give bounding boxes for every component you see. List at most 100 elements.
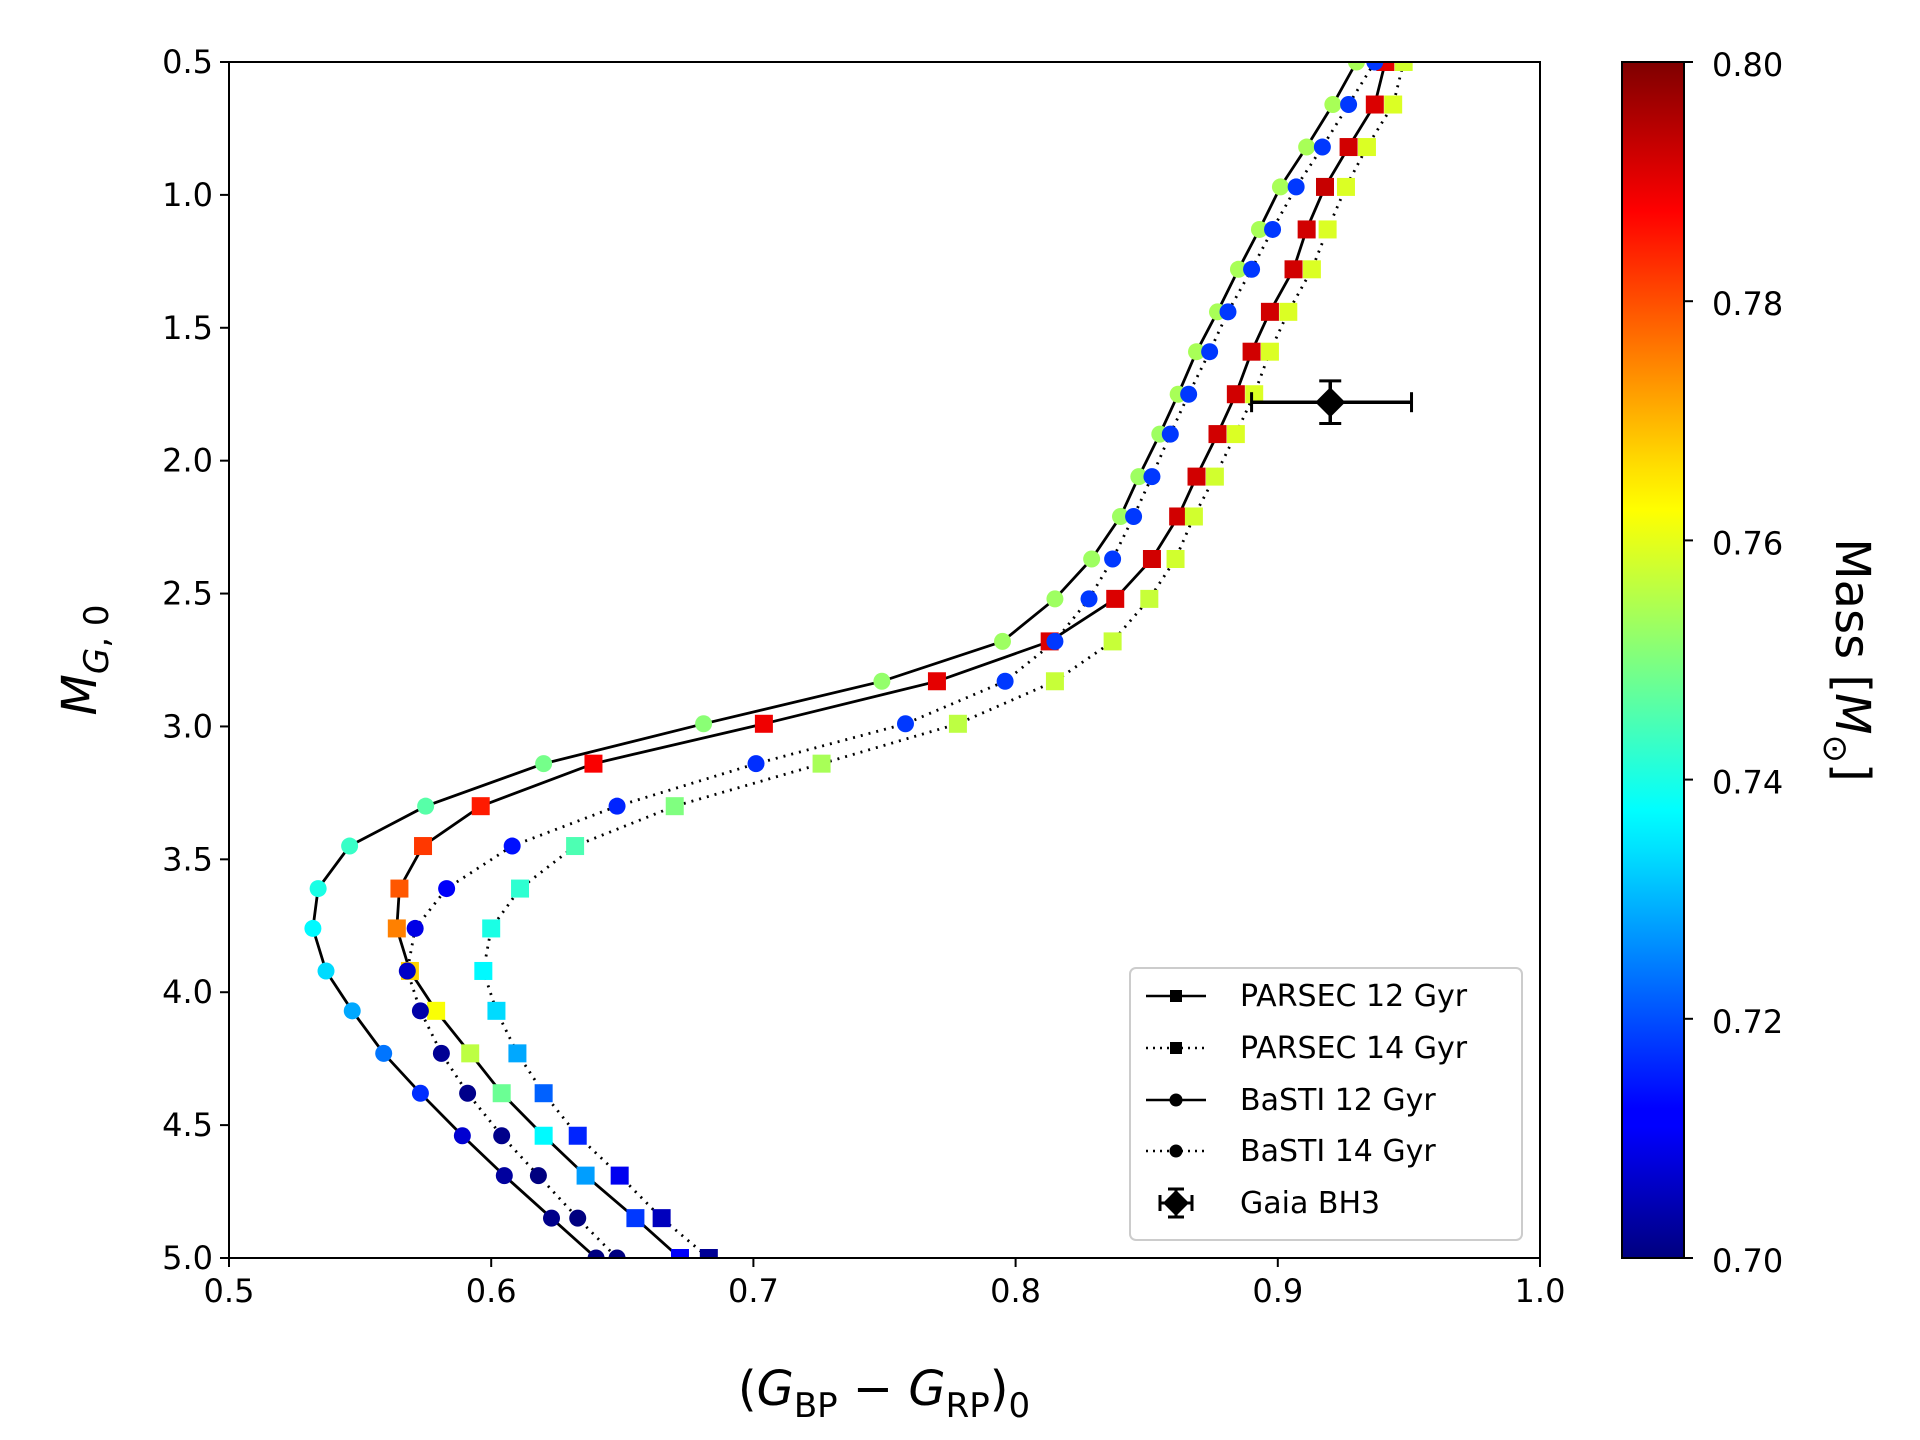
y-tick-label: 2.0 — [162, 442, 213, 480]
marker-basti-12-gyr — [1188, 343, 1206, 361]
legend-box — [1129, 967, 1523, 1241]
colorbar-tick-label: 0.70 — [1712, 1242, 1783, 1280]
series-markers — [304, 62, 1413, 1258]
marker-basti-14-gyr — [411, 1002, 429, 1020]
colorbar: 0.70 0.72 0.74 0.76 0.78 0.80 Mass [M⊙] — [1621, 46, 1880, 1280]
marker-parsec-14-gyr — [1184, 507, 1203, 526]
x-tick-label: 0.9 — [1252, 1272, 1303, 1310]
x-axis: 0.5 0.6 0.7 0.8 0.9 1.0 — [204, 1258, 1566, 1310]
x-tick-label: 0.7 — [728, 1272, 779, 1310]
marker-parsec-12-gyr — [1365, 95, 1384, 114]
marker-parsec-14-gyr — [812, 754, 831, 773]
marker-basti-14-gyr — [996, 672, 1014, 690]
marker-basti-14-gyr — [459, 1084, 477, 1102]
marker-basti-14-gyr — [1243, 260, 1261, 278]
marker-basti-12-gyr — [1347, 62, 1365, 71]
marker-parsec-14-gyr — [1318, 220, 1337, 239]
x-tick-label: 1.0 — [1515, 1272, 1566, 1310]
marker-parsec-12-gyr — [1376, 62, 1395, 71]
marker-parsec-12-gyr — [471, 797, 490, 816]
legend-entry-parsec-12: PARSEC 12 Gyr — [1146, 979, 1468, 1014]
marker-parsec-14-gyr — [652, 1209, 671, 1228]
marker-parsec-14-gyr — [1140, 589, 1159, 608]
y-tick-label: 0.5 — [162, 43, 213, 81]
colorbar-tick-label: 0.78 — [1712, 285, 1783, 323]
marker-parsec-12-gyr — [1284, 260, 1303, 279]
marker-basti-12-gyr — [1250, 220, 1268, 238]
marker-parsec-12-gyr — [390, 879, 409, 898]
marker-basti-12-gyr — [317, 962, 335, 980]
marker-basti-12-gyr — [873, 672, 891, 690]
marker-basti-12-gyr — [543, 1209, 561, 1227]
marker-parsec-14-gyr — [482, 919, 501, 938]
y-tick-label: 2.5 — [162, 575, 213, 613]
marker-parsec-14-gyr — [699, 1249, 718, 1258]
marker-basti-14-gyr — [1161, 425, 1179, 443]
marker-basti-12-gyr — [411, 1084, 429, 1102]
legend: PARSEC 12 Gyr PARSEC 14 Gyr BaSTI 12 Gyr… — [1129, 967, 1523, 1241]
marker-basti-12-gyr — [535, 755, 553, 773]
marker-basti-12-gyr — [1229, 260, 1247, 278]
marker-basti-12-gyr — [417, 797, 435, 815]
marker-parsec-12-gyr — [427, 1001, 446, 1020]
marker-parsec-14-gyr — [1166, 550, 1185, 569]
marker-parsec-12-gyr — [1106, 589, 1125, 608]
y-tick-label: 4.5 — [162, 1106, 213, 1144]
y-tick-label: 3.5 — [162, 840, 213, 878]
colorbar-label: Mass [M⊙] — [1815, 538, 1880, 781]
marker-basti-14-gyr — [1080, 590, 1098, 608]
marker-parsec-12-gyr — [1315, 177, 1334, 196]
marker-basti-14-gyr — [1287, 178, 1305, 196]
marker-basti-14-gyr — [503, 837, 521, 855]
marker-parsec-14-gyr — [1302, 260, 1321, 279]
colorbar-tick-label: 0.72 — [1712, 1003, 1783, 1041]
marker-basti-12-gyr — [495, 1167, 513, 1185]
marker-basti-14-gyr — [1219, 303, 1237, 321]
marker-parsec-12-gyr — [1142, 550, 1161, 569]
marker-basti-12-gyr — [1130, 468, 1148, 486]
marker-parsec-12-gyr — [1339, 138, 1358, 157]
marker-parsec-14-gyr — [1045, 672, 1064, 691]
marker-parsec-14-gyr — [665, 797, 684, 816]
colorbar-tick-label: 0.74 — [1712, 764, 1783, 802]
x-tick-label: 0.6 — [466, 1272, 517, 1310]
colorbar-tick-label: 0.80 — [1712, 46, 1783, 84]
marker-parsec-14-gyr — [1394, 62, 1413, 71]
marker-parsec-14-gyr — [1357, 138, 1376, 157]
marker-parsec-14-gyr — [568, 1126, 587, 1145]
marker-parsec-12-gyr — [1297, 220, 1316, 239]
marker-basti-14-gyr — [1264, 220, 1282, 238]
y-tick-label: 3.0 — [162, 707, 213, 745]
x-tick-label: 0.5 — [204, 1272, 255, 1310]
y-axis: 0.5 1.0 1.5 2.0 2.5 3.0 3.5 4.0 4.5 5.0 — [162, 43, 229, 1277]
marker-parsec-14-gyr — [487, 1001, 506, 1020]
marker-basti-12-gyr — [341, 837, 359, 855]
marker-parsec-14-gyr — [474, 961, 493, 980]
marker-basti-12-gyr — [309, 880, 327, 898]
marker-basti-12-gyr — [587, 1249, 605, 1258]
marker-basti-12-gyr — [993, 632, 1011, 650]
legend-entry-parsec-14: PARSEC 14 Gyr — [1146, 1031, 1468, 1066]
marker-parsec-12-gyr — [1208, 425, 1227, 444]
marker-parsec-12-gyr — [927, 672, 946, 691]
y-axis-label: MG, 0 — [52, 604, 117, 715]
marker-parsec-14-gyr — [508, 1044, 527, 1063]
legend-label-gaia-bh3: Gaia BH3 — [1240, 1186, 1380, 1221]
colorbar-gradient — [1621, 61, 1685, 1259]
marker-basti-14-gyr — [432, 1044, 450, 1062]
marker-basti-14-gyr — [1104, 550, 1122, 568]
marker-basti-14-gyr — [493, 1127, 511, 1145]
marker-basti-14-gyr — [529, 1167, 547, 1185]
y-tick-label: 5.0 — [162, 1239, 213, 1277]
marker-basti-14-gyr — [1313, 138, 1331, 156]
marker-parsec-14-gyr — [1226, 425, 1245, 444]
marker-parsec-12-gyr — [1187, 467, 1206, 486]
gaia-bh3-diamond-marker — [1315, 387, 1346, 418]
marker-basti-14-gyr — [398, 962, 416, 980]
marker-basti-12-gyr — [1083, 550, 1101, 568]
marker-parsec-14-gyr — [566, 837, 585, 856]
y-tick-label: 1.5 — [162, 309, 213, 347]
marker-basti-14-gyr — [1180, 385, 1198, 403]
marker-parsec-12-gyr — [584, 754, 603, 773]
marker-basti-12-gyr — [375, 1044, 393, 1062]
